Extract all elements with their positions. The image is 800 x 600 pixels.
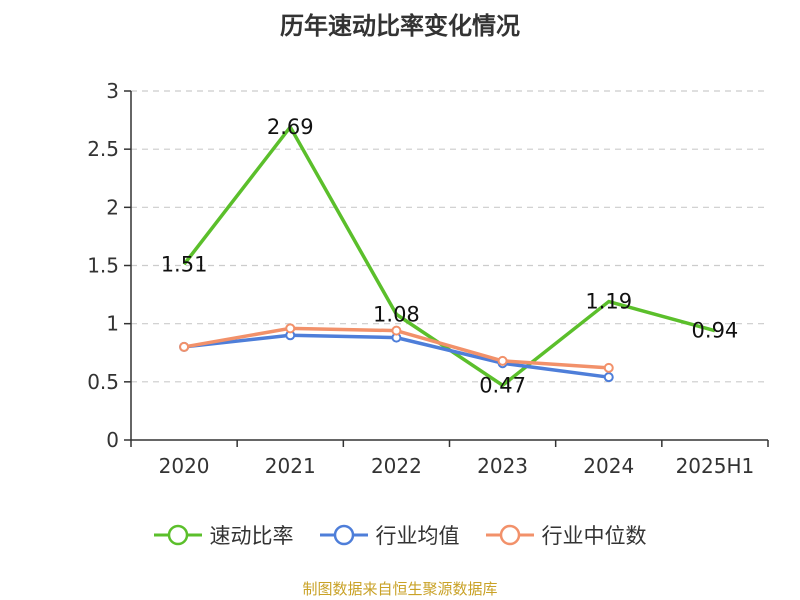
legend-item[interactable]: 行业中位数	[485, 520, 647, 550]
data-label: 1.19	[585, 290, 632, 314]
data-label: 1.08	[373, 302, 420, 326]
x-tick-label: 2021	[265, 454, 316, 478]
x-tick-label: 2020	[159, 454, 210, 478]
source-note: 制图数据来自恒生聚源数据库	[302, 580, 498, 598]
legend-label: 行业中位数	[541, 524, 647, 548]
grid-lines	[131, 90, 768, 383]
x-tick-label: 2024	[583, 454, 634, 478]
y-tick-label: 3	[106, 79, 119, 103]
legend: 速动比率 行业均值 行业中位数	[0, 520, 800, 550]
legend-item[interactable]: 速动比率	[153, 520, 294, 550]
x-tick-label: 2023	[477, 454, 528, 478]
chart-title: 历年速动比率变化情况	[280, 12, 520, 40]
data-label: 0.94	[692, 319, 739, 343]
x-tick-label: 2025H1	[676, 454, 755, 478]
legend-label: 行业均值	[375, 524, 460, 548]
axes: 0 0.5 1 1.5 2 2.5 3 2020 2021 2022 2023 2024 2025H1	[87, 79, 769, 478]
legend-line-circle-icon	[485, 524, 534, 546]
data-point	[603, 372, 614, 383]
data-label: 1.51	[161, 252, 208, 276]
data-point	[285, 323, 296, 334]
legend-label: 速动比率	[209, 524, 294, 548]
data-labels: 1.51 2.69 1.08 0.47 1.19 0.94	[161, 115, 739, 397]
series	[179, 125, 716, 388]
data-point	[179, 341, 190, 352]
y-tick-label: 2.5	[87, 137, 119, 161]
y-tick-label: 1.5	[87, 254, 119, 278]
data-label: 2.69	[267, 115, 314, 139]
y-tick-label: 2	[106, 195, 119, 219]
y-tick-label: 0	[106, 428, 119, 452]
data-label: 0.47	[479, 373, 526, 397]
data-point	[603, 362, 614, 373]
data-point	[391, 325, 402, 336]
legend-line-circle-icon	[319, 524, 368, 546]
legend-line-circle-icon	[153, 524, 202, 546]
data-point	[497, 355, 508, 366]
y-tick-label: 1	[106, 312, 119, 336]
legend-item[interactable]: 行业均值	[319, 520, 460, 550]
x-tick-label: 2022	[371, 454, 422, 478]
y-tick-label: 0.5	[87, 370, 119, 394]
